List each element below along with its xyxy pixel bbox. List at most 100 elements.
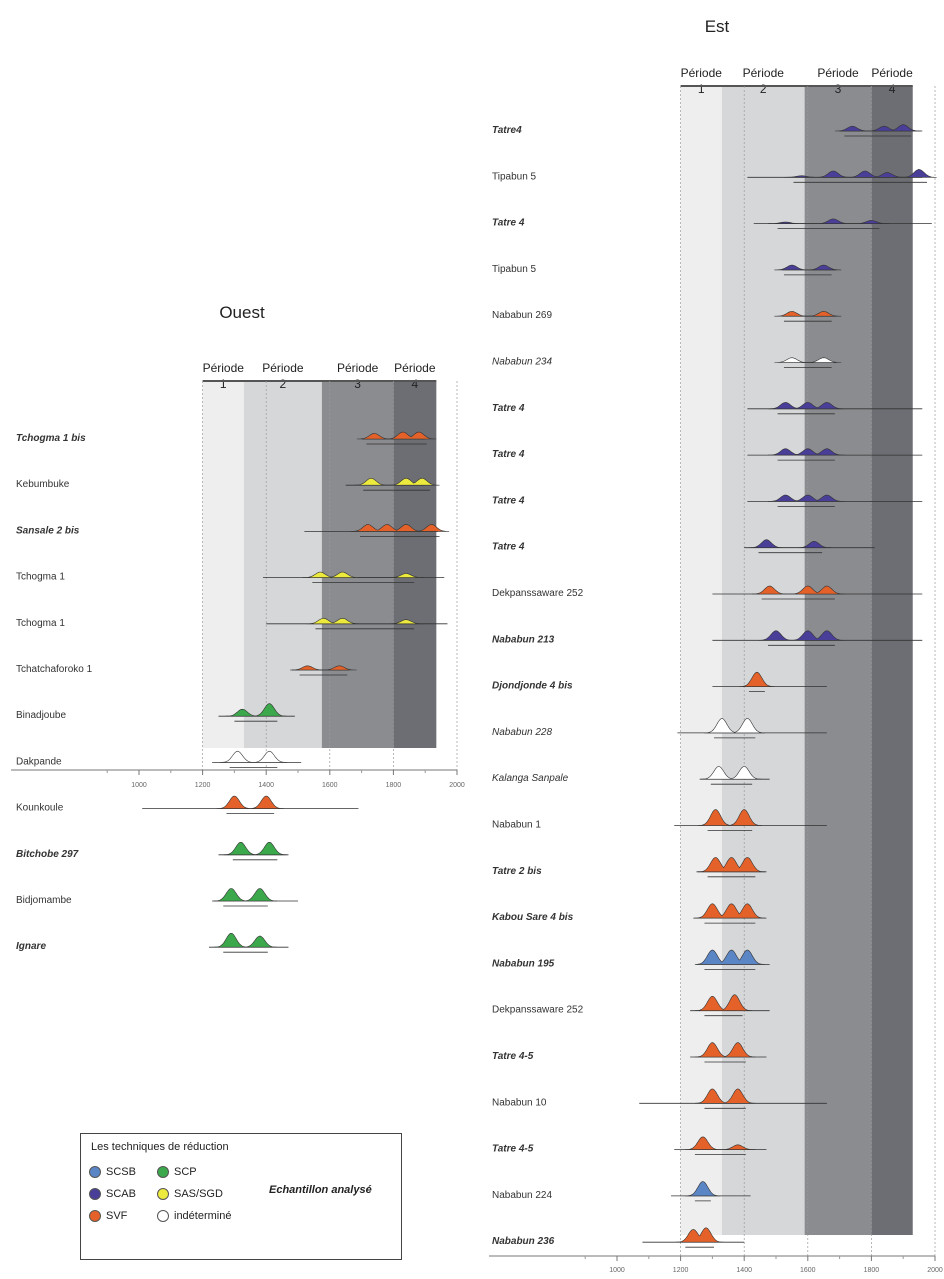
- period-header-line: [680, 85, 913, 87]
- legend-title: Les techniques de réduction: [91, 1141, 229, 1153]
- x-tick-label: 1600: [322, 782, 338, 789]
- x-tick-label: 1400: [736, 1267, 752, 1274]
- period-number: 4: [889, 82, 896, 96]
- x-tick-label: 1200: [195, 782, 211, 789]
- site-label: Tatre 2 bis: [492, 866, 542, 877]
- period-number: 2: [760, 82, 767, 96]
- site-label: Kalanga Sanpale: [492, 773, 569, 784]
- site-label: Nababun 213: [492, 634, 555, 645]
- density-curve: [302, 571, 424, 578]
- period-label: Période: [743, 66, 785, 80]
- density-curve: [694, 903, 765, 919]
- density-curve: [290, 665, 357, 671]
- site-label: Tatre 4: [492, 495, 525, 506]
- density-curve: [774, 264, 842, 271]
- period-band: [202, 381, 244, 748]
- period-number: 4: [412, 377, 419, 391]
- legend-item-scsb: SCSB: [89, 1166, 136, 1178]
- period-label: Période: [681, 66, 723, 80]
- density-curve: [739, 671, 775, 687]
- period-band: [321, 381, 394, 748]
- scsb-swatch-icon: [89, 1166, 101, 1178]
- x-tick-label: 1000: [609, 1267, 625, 1274]
- site-label: Tatre 4: [492, 218, 525, 229]
- legend-item-indetermine: indéterminé: [157, 1210, 231, 1222]
- site-label: Kounkoule: [16, 803, 64, 814]
- density-curve: [213, 933, 278, 948]
- density-curve: [350, 524, 450, 532]
- period-band: [721, 86, 805, 1235]
- x-tick-label: 1400: [258, 782, 274, 789]
- site-label: Dekpanssaware 252: [492, 1005, 584, 1016]
- site-label: Tatre 4-5: [492, 1144, 534, 1155]
- site-label: Nababun 224: [492, 1190, 552, 1201]
- site-label: Bitchobe 297: [16, 849, 79, 860]
- site-label: Sansale 2 bis: [16, 525, 80, 536]
- legend-item-scab: SCAB: [89, 1188, 136, 1200]
- panel-title: Est: [705, 17, 730, 36]
- density-curve: [220, 750, 287, 763]
- density-curve: [768, 218, 889, 224]
- sas-sgd-swatch-icon: [157, 1188, 169, 1200]
- density-curve: [783, 168, 937, 178]
- period-number: 1: [698, 82, 705, 96]
- density-curve: [774, 357, 842, 363]
- site-label: Tchogma 1: [16, 572, 65, 583]
- x-tick-label: 1800: [386, 782, 402, 789]
- period-band: [393, 381, 437, 748]
- density-curve: [694, 994, 753, 1011]
- density-curve: [213, 888, 278, 902]
- site-label: Binadjoube: [16, 710, 66, 721]
- density-curve: [694, 949, 765, 965]
- density-curve: [353, 477, 440, 486]
- density-curve: [704, 718, 765, 734]
- panel-title: Ouest: [219, 303, 265, 322]
- site-label: Kabou Sare 4 bis: [492, 912, 574, 923]
- period-band: [804, 86, 872, 1235]
- site-label: Dakpande: [16, 756, 62, 767]
- site-label: Kebumbuke: [16, 479, 70, 490]
- period-label: Période: [394, 361, 436, 375]
- site-label: Nababun 228: [492, 727, 552, 738]
- site-label: Nababun 236: [492, 1236, 555, 1247]
- period-number: 1: [220, 377, 227, 391]
- period-number: 3: [835, 82, 842, 96]
- site-label: Tatre 4: [492, 542, 525, 553]
- site-label: Dekpanssaware 252: [492, 588, 584, 599]
- period-header-line: [202, 380, 437, 382]
- legend-item-scp: SCP: [157, 1166, 197, 1178]
- x-tick-label: 2000: [927, 1267, 943, 1274]
- density-curve: [774, 311, 842, 317]
- site-label: Nababun 195: [492, 958, 555, 969]
- svf-swatch-icon: [89, 1210, 101, 1222]
- density-curve: [675, 1227, 724, 1243]
- density-curve: [758, 630, 845, 641]
- site-label: Tchogma 1 bis: [16, 433, 86, 444]
- legend-note: Echantillon analysé: [269, 1184, 372, 1196]
- period-label: Période: [203, 361, 245, 375]
- x-tick-label: 1600: [800, 1267, 816, 1274]
- period-number: 2: [280, 377, 287, 391]
- site-label: Tipabun 5: [492, 264, 537, 275]
- density-curve: [834, 124, 921, 132]
- panel-ouest: Ouest Période 1 Période 2 Période 3 Période 4 100…: [11, 303, 465, 953]
- scab-swatch-icon: [89, 1188, 101, 1200]
- period-band: [243, 381, 322, 748]
- period-label: Période: [262, 361, 304, 375]
- period-band: [680, 86, 722, 1235]
- period-label: Période: [337, 361, 379, 375]
- density-curve: [752, 585, 845, 595]
- density-curve: [768, 402, 845, 410]
- period-label: Période: [817, 66, 859, 80]
- density-curve: [768, 448, 845, 456]
- site-label: Tipabun 5: [492, 171, 537, 182]
- site-label: Bidjomambe: [16, 895, 72, 906]
- site-label: Nababun 10: [492, 1097, 547, 1108]
- legend-box: Les techniques de réduction SCSB SCAB SV…: [80, 1133, 402, 1260]
- site-label: Tchogma 1: [16, 618, 65, 629]
- site-label: Nababun 234: [492, 357, 552, 368]
- site-label: Tchatchaforoko 1: [16, 664, 93, 675]
- site-label: Tatre 4-5: [492, 1051, 534, 1062]
- density-curve: [685, 1181, 721, 1197]
